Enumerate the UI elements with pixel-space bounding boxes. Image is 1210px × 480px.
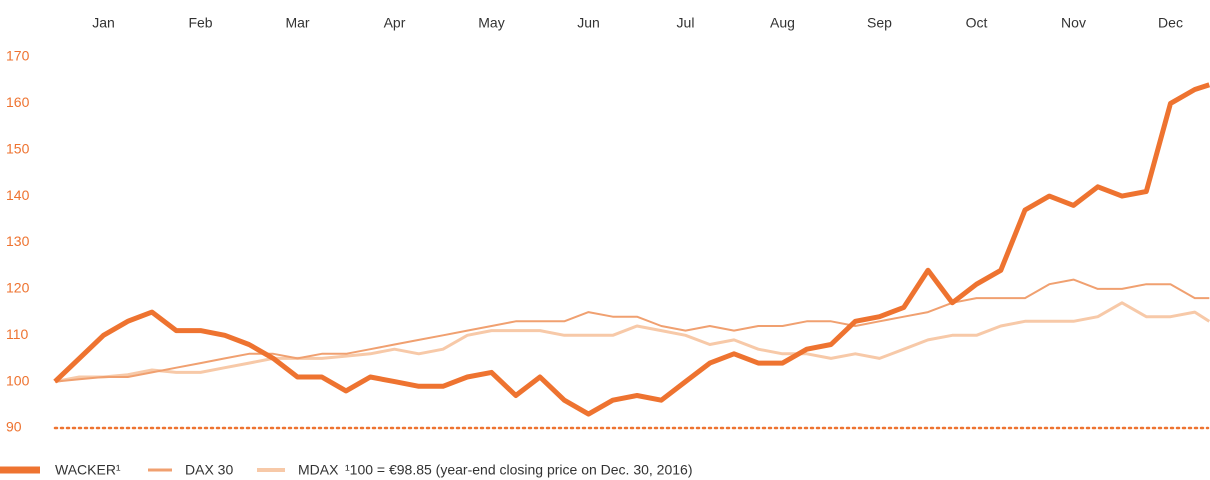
x-tick-label: May — [478, 15, 504, 31]
y-tick-label: 110 — [6, 326, 29, 342]
y-tick-label: 170 — [6, 48, 30, 64]
x-tick-label: Mar — [285, 15, 309, 31]
x-tick-label: Oct — [966, 15, 988, 31]
x-tick-label: Apr — [384, 15, 406, 31]
series-line — [54, 301, 1210, 384]
legend-label: DAX 30 — [185, 462, 233, 478]
x-tick-label: Dec — [1158, 15, 1183, 31]
legend-label: WACKER¹ — [55, 462, 121, 478]
x-tick-label: Nov — [1061, 15, 1086, 31]
x-tick-label: Feb — [188, 15, 212, 31]
series-line — [54, 278, 1210, 383]
legend-label: MDAX — [298, 462, 339, 478]
x-tick-label: Sep — [867, 15, 892, 31]
x-tick-label: Aug — [770, 15, 795, 31]
y-tick-label: 90 — [6, 419, 22, 435]
y-tick-label: 120 — [6, 280, 30, 296]
y-tick-label: 130 — [6, 233, 30, 249]
x-tick-label: Jul — [677, 15, 695, 31]
y-tick-label: 150 — [6, 140, 30, 156]
x-tick-label: Jan — [92, 15, 115, 31]
y-tick-label: 100 — [6, 372, 30, 388]
y-tick-label: 160 — [6, 94, 30, 110]
y-tick-label: 140 — [6, 187, 30, 203]
x-tick-label: Jun — [577, 15, 600, 31]
series-line — [53, 82, 1210, 417]
footnote: ¹100 = €98.85 (year-end closing price on… — [345, 462, 693, 478]
